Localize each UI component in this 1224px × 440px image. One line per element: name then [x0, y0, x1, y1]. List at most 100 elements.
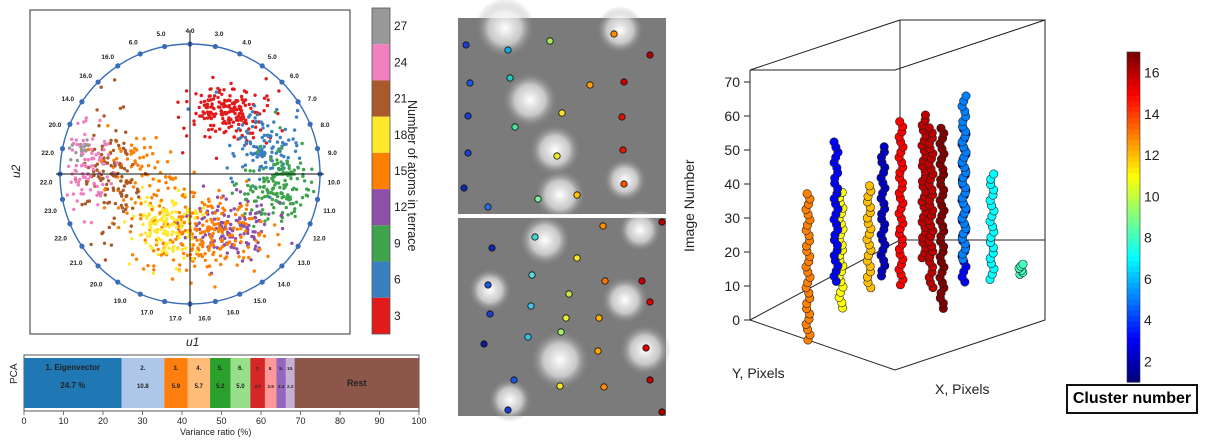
- scatter-point: [200, 200, 204, 205]
- scatter-point: [130, 149, 134, 153]
- cluster-colorbar-segment: [1127, 360, 1140, 367]
- pca-segment-value: 10.8: [137, 384, 149, 390]
- scatter-point: [216, 105, 221, 109]
- cluster-colorbar-segment: [1127, 255, 1140, 262]
- scatter-point: [96, 174, 101, 179]
- scatter-point: [258, 153, 262, 157]
- scatter-point: [237, 127, 241, 131]
- cluster-colorbar-segment: [1127, 288, 1140, 295]
- scatter-point: [255, 155, 259, 159]
- scatter-point: [95, 184, 99, 189]
- scatter-point: [216, 95, 220, 100]
- scatter-point: [76, 121, 80, 126]
- scatter-point: [69, 180, 73, 184]
- scatter-point: [160, 249, 164, 253]
- scatter-point: [238, 217, 242, 221]
- ring-marker: [162, 298, 168, 305]
- ring-marker: [67, 121, 73, 127]
- scatter-point: [259, 203, 263, 207]
- scatter-point: [260, 147, 264, 151]
- stm-atom-marker: [511, 123, 519, 131]
- stm-atom-marker: [658, 218, 666, 226]
- scatter-point: [73, 176, 78, 180]
- pca-tick-label: 80: [335, 416, 345, 426]
- scatter-point: [205, 219, 209, 223]
- stm-bright-spot: [468, 268, 512, 312]
- scatter-point: [193, 209, 198, 213]
- scatter-point: [276, 181, 281, 185]
- scatter-point: [206, 204, 210, 208]
- scatter-point: [223, 256, 227, 261]
- scatter-point: [229, 81, 233, 86]
- scatter-point: [239, 204, 244, 208]
- pca-segments: 1. Eigenvector 24.7 % 2. 10.8 3. 5.9 4. 5.7 5. 5.…: [24, 358, 419, 408]
- cluster-colorbar-tick: 4: [1144, 312, 1152, 328]
- scatter-point: [253, 215, 257, 220]
- pca-x-axis-label: Variance ratio (%): [180, 427, 251, 437]
- scatter-point: [148, 184, 152, 188]
- scatter-point: [130, 253, 135, 257]
- scatter-point: [219, 196, 224, 200]
- scatter-point: [70, 148, 75, 152]
- scatter-point: [266, 179, 271, 184]
- scatter-point: [294, 187, 299, 192]
- scatter-point: [260, 196, 264, 200]
- z-tick-label: 50: [724, 142, 740, 158]
- scatter-point: [90, 147, 94, 152]
- cluster-colorbar-tick: 6: [1144, 271, 1152, 287]
- scatter-point: [205, 228, 209, 232]
- cluster-colorbar-segment: [1127, 343, 1140, 350]
- scatter-point: [121, 105, 126, 109]
- scatter-point: [148, 145, 152, 149]
- cluster-colorbar-segment: [1127, 316, 1140, 323]
- scatter-point: [210, 102, 214, 106]
- scatter-point: [184, 134, 189, 138]
- stm-bright-spot: [601, 276, 649, 324]
- scatter-point: [213, 285, 217, 289]
- scatter-point: [83, 202, 88, 206]
- scatter-point: [115, 161, 119, 165]
- pca-segment: [276, 358, 286, 408]
- trajectory-point: [920, 110, 930, 120]
- pca-tick-label: 20: [98, 416, 108, 426]
- stm-bright-spot: [534, 169, 586, 221]
- scatter-point: [170, 233, 174, 237]
- scatter-point: [244, 90, 249, 94]
- scatter-point: [233, 239, 237, 243]
- cluster-colorbar-segment: [1127, 376, 1140, 383]
- scatter-point: [100, 144, 104, 148]
- pca-segment-value: 2.4: [278, 384, 285, 389]
- scatter-point: [151, 177, 155, 181]
- pca-segment: [164, 358, 188, 408]
- stm-atom-marker: [504, 406, 512, 414]
- scatter-point: [170, 176, 174, 180]
- scatter-point: [212, 94, 217, 98]
- scatter-point: [92, 181, 96, 186]
- pca-segment: [250, 358, 265, 408]
- scatter-point: [85, 138, 89, 142]
- scatter-point: [151, 249, 156, 253]
- scatter-point: [154, 135, 158, 140]
- scatter-point: [227, 116, 231, 120]
- cluster-colorbar-segment: [1127, 239, 1140, 246]
- scatter-point: [153, 166, 157, 170]
- scatter-point: [209, 204, 213, 208]
- scatter-point: [190, 190, 194, 194]
- cluster-colorbar-segment: [1127, 338, 1140, 345]
- scatter-point: [245, 129, 249, 133]
- scatter-point: [213, 211, 217, 215]
- scatter-point: [209, 116, 214, 121]
- scatter-point: [166, 186, 170, 190]
- scatter-point: [262, 96, 267, 101]
- pca-segment: [264, 358, 277, 408]
- scatter-point: [152, 222, 156, 226]
- scatter-point: [128, 180, 133, 185]
- ring-marker: [115, 279, 121, 285]
- cluster-colorbar-segment: [1127, 107, 1140, 114]
- scatter-point: [258, 144, 263, 149]
- scatter-point: [119, 165, 124, 170]
- scatter-point: [186, 230, 190, 234]
- scatter-point: [122, 167, 127, 171]
- scatter-point: [225, 242, 230, 247]
- scatter-point: [209, 236, 213, 240]
